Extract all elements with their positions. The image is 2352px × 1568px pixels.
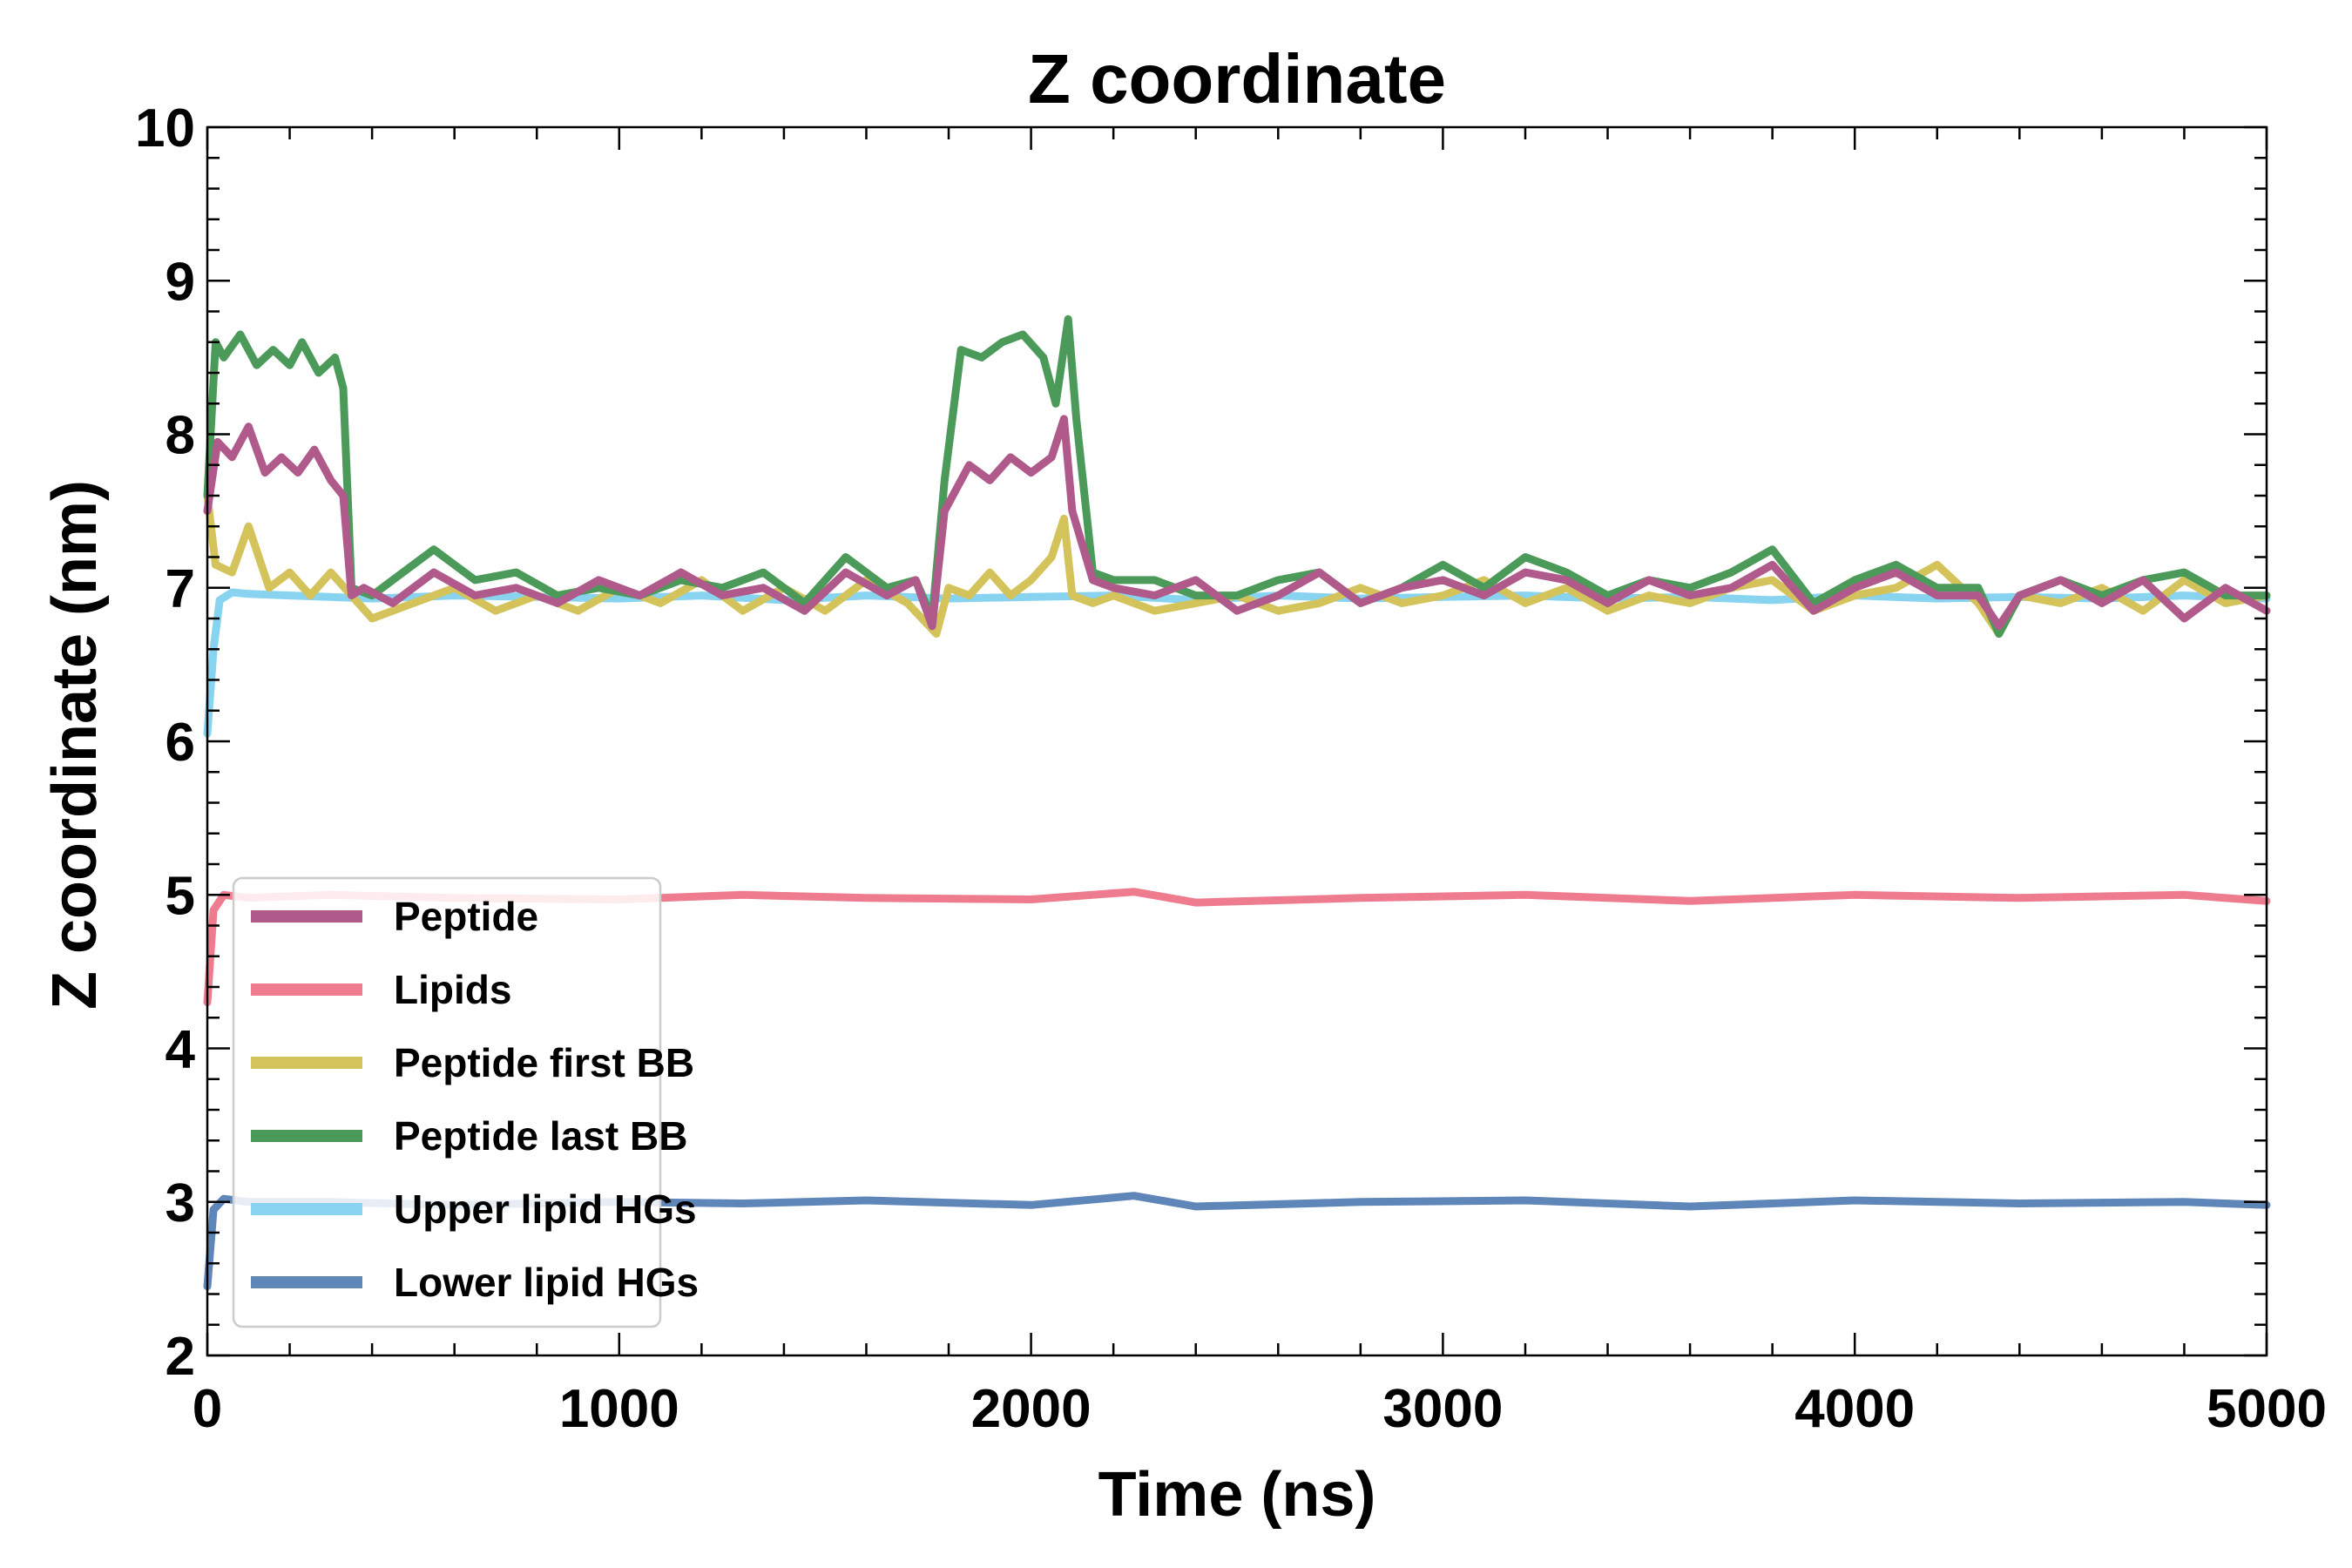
chart-title: Z coordinate [1028,40,1446,118]
y-tick-label: 8 [166,406,195,466]
legend-label: Lower lipid HGs [394,1260,699,1305]
y-tick-label: 9 [166,252,195,312]
x-axis-label: Time (ns) [1098,1460,1376,1530]
legend-label: Peptide [394,894,538,939]
legend-label: Peptide last BB [394,1113,687,1159]
axis-ticks [206,125,2268,1357]
x-tick-label: 5000 [2207,1379,2327,1439]
x-tick-label: 1000 [559,1379,679,1439]
y-tick-label: 4 [166,1020,196,1080]
y-tick-label: 3 [166,1173,195,1233]
y-axis-label: Z coordinate (nm) [40,480,110,1010]
tick-labels: 0 1000 2000 3000 4000 5000 2 3 4 5 6 7 8 9 10 [135,98,2327,1439]
x-tick-label: 3000 [1382,1379,1503,1439]
y-tick-label: 6 [166,713,195,773]
x-tick-label: 2000 [971,1379,1092,1439]
legend-label: Lipids [394,967,511,1012]
x-tick-label: 0 [193,1379,222,1439]
legend-label: Peptide first BB [394,1040,694,1085]
series-line-peptide-first-bb [203,491,2271,639]
y-tick-label: 10 [135,98,195,159]
y-tick-label: 7 [166,559,195,619]
y-tick-label: 2 [166,1327,195,1387]
legend: Peptide Lipids Peptide first BB Peptide las… [232,876,699,1328]
legend-label: Upper lipid HGs [394,1186,697,1232]
y-tick-label: 5 [166,866,195,926]
series-line-peptide [203,415,2271,631]
x-tick-label: 4000 [1794,1379,1915,1439]
